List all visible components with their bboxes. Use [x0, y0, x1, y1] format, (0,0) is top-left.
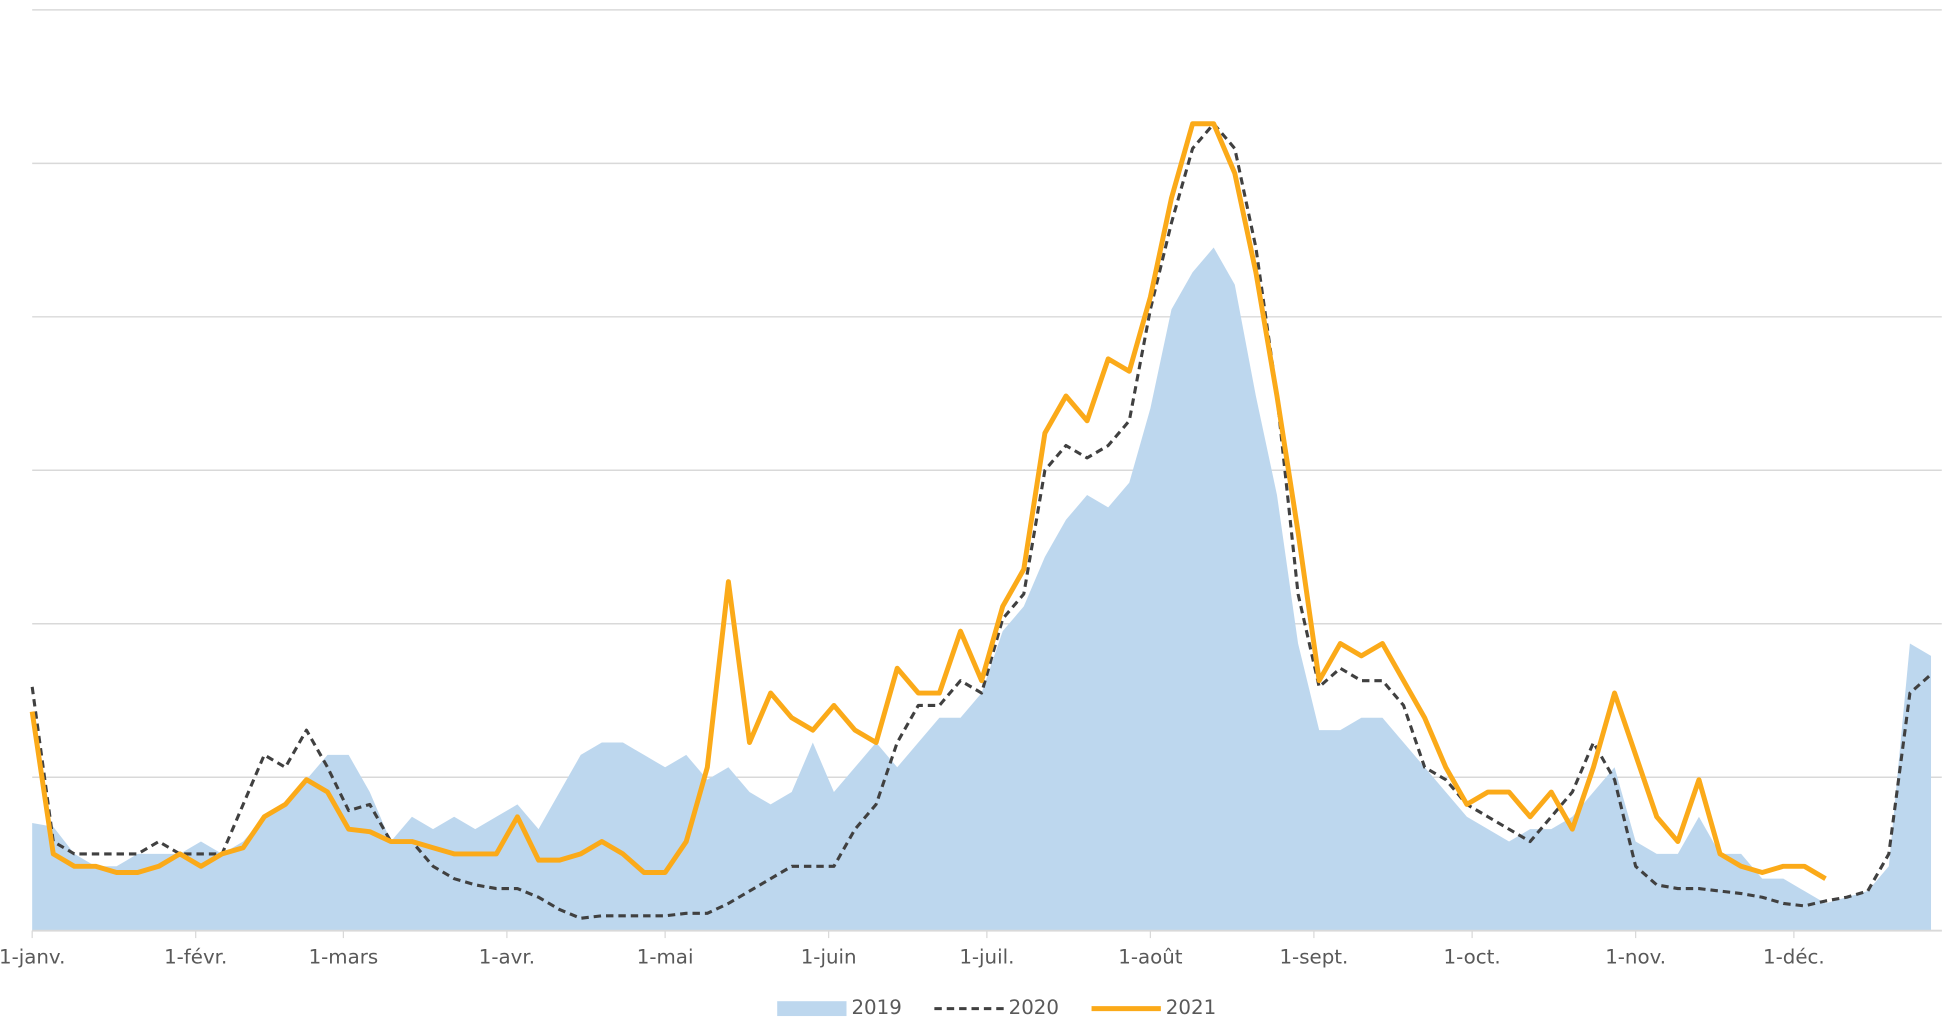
legend-swatch [777, 1001, 847, 1017]
x-tick-label: 1-mai [637, 945, 694, 968]
x-tick-label: 1-août [1118, 945, 1183, 968]
x-tick-label: 1-mars [309, 945, 379, 968]
x-tick-label: 1-janv. [0, 945, 65, 968]
x-tick-label: 1-juil. [959, 945, 1014, 968]
area [32, 247, 1932, 931]
x-tick-label: 1-avr. [479, 945, 535, 968]
x-tick-label: 1-sept. [1279, 945, 1348, 968]
line [30, 122, 1933, 920]
line [29, 121, 1827, 881]
legend-label: 2021 [1166, 996, 1216, 1019]
x-tick-label: 1-déc. [1763, 945, 1825, 968]
x-tick-label: 1-juin [801, 945, 857, 968]
x-tick-label: 1-févr. [164, 945, 227, 968]
legend-label: 2019 [851, 996, 901, 1019]
legend-label: 2020 [1009, 996, 1059, 1019]
x-tick-label: 1-oct. [1444, 945, 1501, 968]
x-tick-label: 1-nov. [1605, 945, 1666, 968]
